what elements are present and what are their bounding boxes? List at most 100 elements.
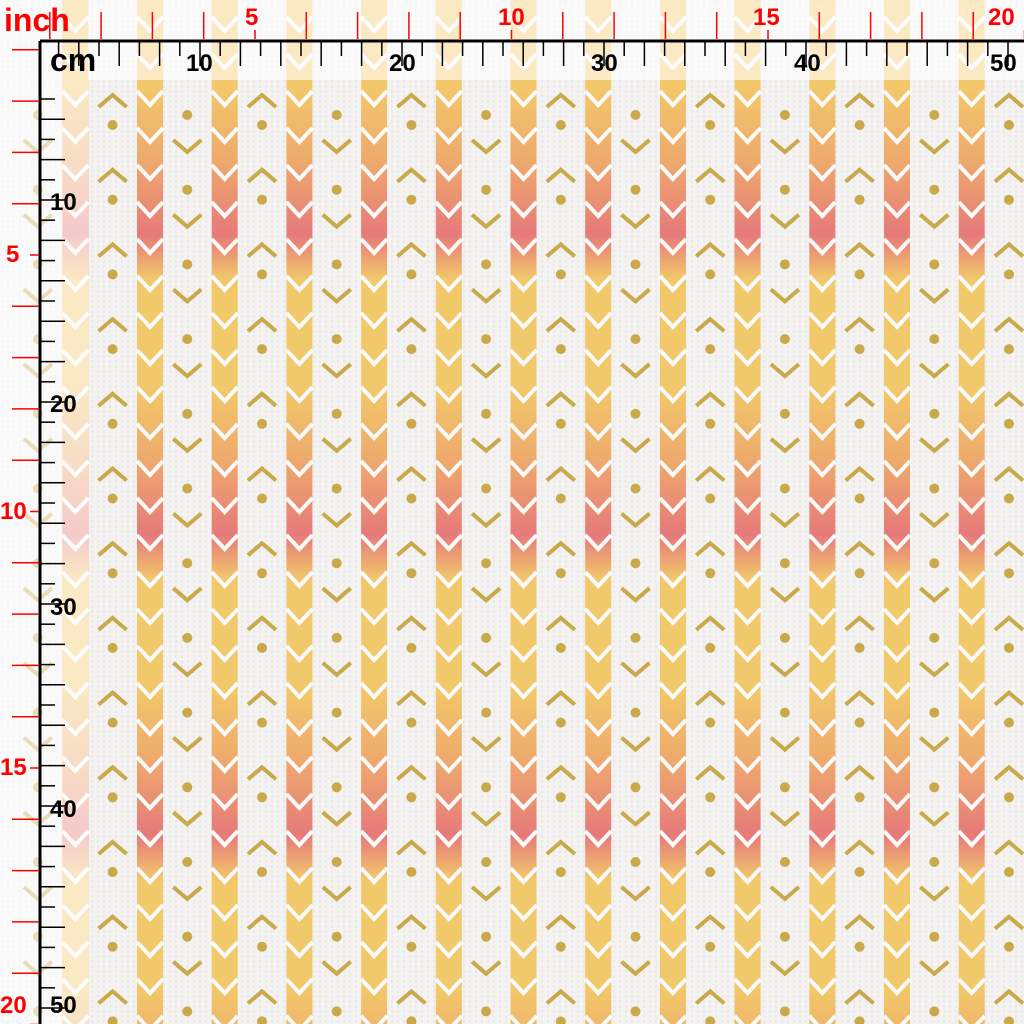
- feather-notch: [583, 829, 613, 848]
- gold-dot: [182, 1006, 193, 1017]
- feather-notch: [583, 237, 613, 256]
- gold-dot: [630, 408, 641, 419]
- gold-dot: [705, 418, 716, 429]
- feather-notch: [434, 681, 464, 700]
- feather-notch: [135, 163, 165, 182]
- feather-notch: [583, 311, 613, 330]
- feather-notch: [583, 385, 613, 404]
- feather-notch: [434, 126, 464, 145]
- gold-dot: [779, 334, 790, 345]
- gold-dot: [854, 418, 865, 429]
- gold-dot: [929, 707, 940, 718]
- feather-notch: [359, 163, 389, 182]
- gold-chevron-up: [545, 316, 577, 333]
- gold-chevron-up: [545, 465, 577, 483]
- feather-notch: [284, 1014, 314, 1024]
- gold-dot: [481, 184, 492, 195]
- gold-chevron-up: [545, 988, 577, 1005]
- gold-chevron-down: [171, 810, 203, 827]
- gold-chevron-down: [769, 885, 801, 902]
- gold-chevron-down: [321, 810, 353, 827]
- gold-chevron-down: [171, 362, 203, 379]
- feather-notch: [210, 755, 240, 774]
- feather-notch: [210, 311, 240, 330]
- gold-chevron-up: [97, 689, 128, 707]
- feather-notch: [882, 422, 912, 441]
- feather-notch: [733, 459, 763, 478]
- feather-notch: [733, 903, 763, 922]
- gold-dot: [705, 120, 716, 130]
- gold-dot: [854, 568, 865, 579]
- gold-chevron-down: [470, 511, 502, 529]
- gold-dot: [481, 857, 492, 867]
- feather-notch: [135, 644, 165, 663]
- gold-chevron-up: [396, 92, 427, 109]
- feather-notch: [733, 496, 763, 515]
- inch-unit-label: inch: [4, 2, 70, 38]
- feather-notch: [359, 200, 389, 219]
- feather-notch: [807, 570, 837, 589]
- feather-notch: [882, 718, 912, 737]
- feather-notch: [135, 422, 165, 441]
- feather-notch: [135, 533, 165, 552]
- gold-dot: [107, 493, 118, 504]
- gold-dot: [1004, 568, 1014, 579]
- feather-notch: [359, 311, 389, 330]
- gold-chevron-up: [97, 540, 128, 557]
- feather-notch: [882, 200, 912, 219]
- feather-notch: [509, 126, 538, 145]
- gold-chevron-down: [321, 960, 353, 977]
- gold-chevron-down: [470, 437, 502, 454]
- gold-chevron-up: [844, 241, 875, 258]
- gold-dot: [107, 344, 118, 355]
- feather-notch: [359, 496, 389, 515]
- gold-dot: [705, 867, 716, 877]
- gold-chevron-up: [545, 540, 577, 557]
- gold-chevron-down: [470, 661, 502, 678]
- feather-notch: [733, 1014, 763, 1024]
- feather-notch: [733, 755, 763, 774]
- gold-chevron-up: [694, 914, 726, 931]
- feather-notch: [807, 89, 837, 108]
- gold-chevron-up: [246, 988, 278, 1005]
- gold-dot: [854, 1016, 865, 1024]
- gold-chevron-down: [470, 810, 502, 827]
- feather-notch: [434, 755, 464, 774]
- gold-chevron-up: [396, 465, 427, 483]
- gold-chevron-up: [396, 540, 427, 557]
- feather-notch: [434, 422, 464, 441]
- gold-dot: [705, 1016, 716, 1024]
- feather-notch: [733, 311, 763, 330]
- feather-notch: [210, 163, 240, 182]
- feather-notch: [882, 866, 912, 885]
- gold-dot: [406, 344, 417, 355]
- gold-chevron-down: [321, 511, 353, 529]
- gold-dot: [182, 707, 193, 718]
- inch-left-label: 10: [0, 498, 27, 525]
- feather-notch: [509, 422, 538, 441]
- feather-notch: [807, 200, 837, 219]
- feather-notch: [434, 792, 464, 811]
- feather-notch: [583, 681, 613, 700]
- feather-notch: [284, 89, 314, 108]
- feather-notch: [658, 755, 688, 774]
- gold-chevron-down: [769, 960, 801, 977]
- gold-dot: [854, 792, 865, 803]
- gold-chevron-up: [993, 316, 1024, 333]
- gold-dot: [630, 1006, 641, 1017]
- gold-dot: [107, 120, 118, 130]
- feather-notch: [284, 274, 314, 293]
- feather-notch: [284, 385, 314, 404]
- feather-notch: [957, 644, 987, 663]
- feather-notch: [658, 274, 688, 293]
- gold-chevron-down: [769, 213, 801, 230]
- gold-chevron-down: [918, 885, 950, 902]
- gold-chevron-up: [545, 615, 577, 632]
- gold-dot: [630, 857, 641, 867]
- gold-dot: [1004, 792, 1014, 803]
- feather-notch: [135, 1014, 165, 1024]
- feather-notch: [733, 866, 763, 885]
- feather-notch: [434, 237, 464, 256]
- feather-notch: [658, 940, 688, 959]
